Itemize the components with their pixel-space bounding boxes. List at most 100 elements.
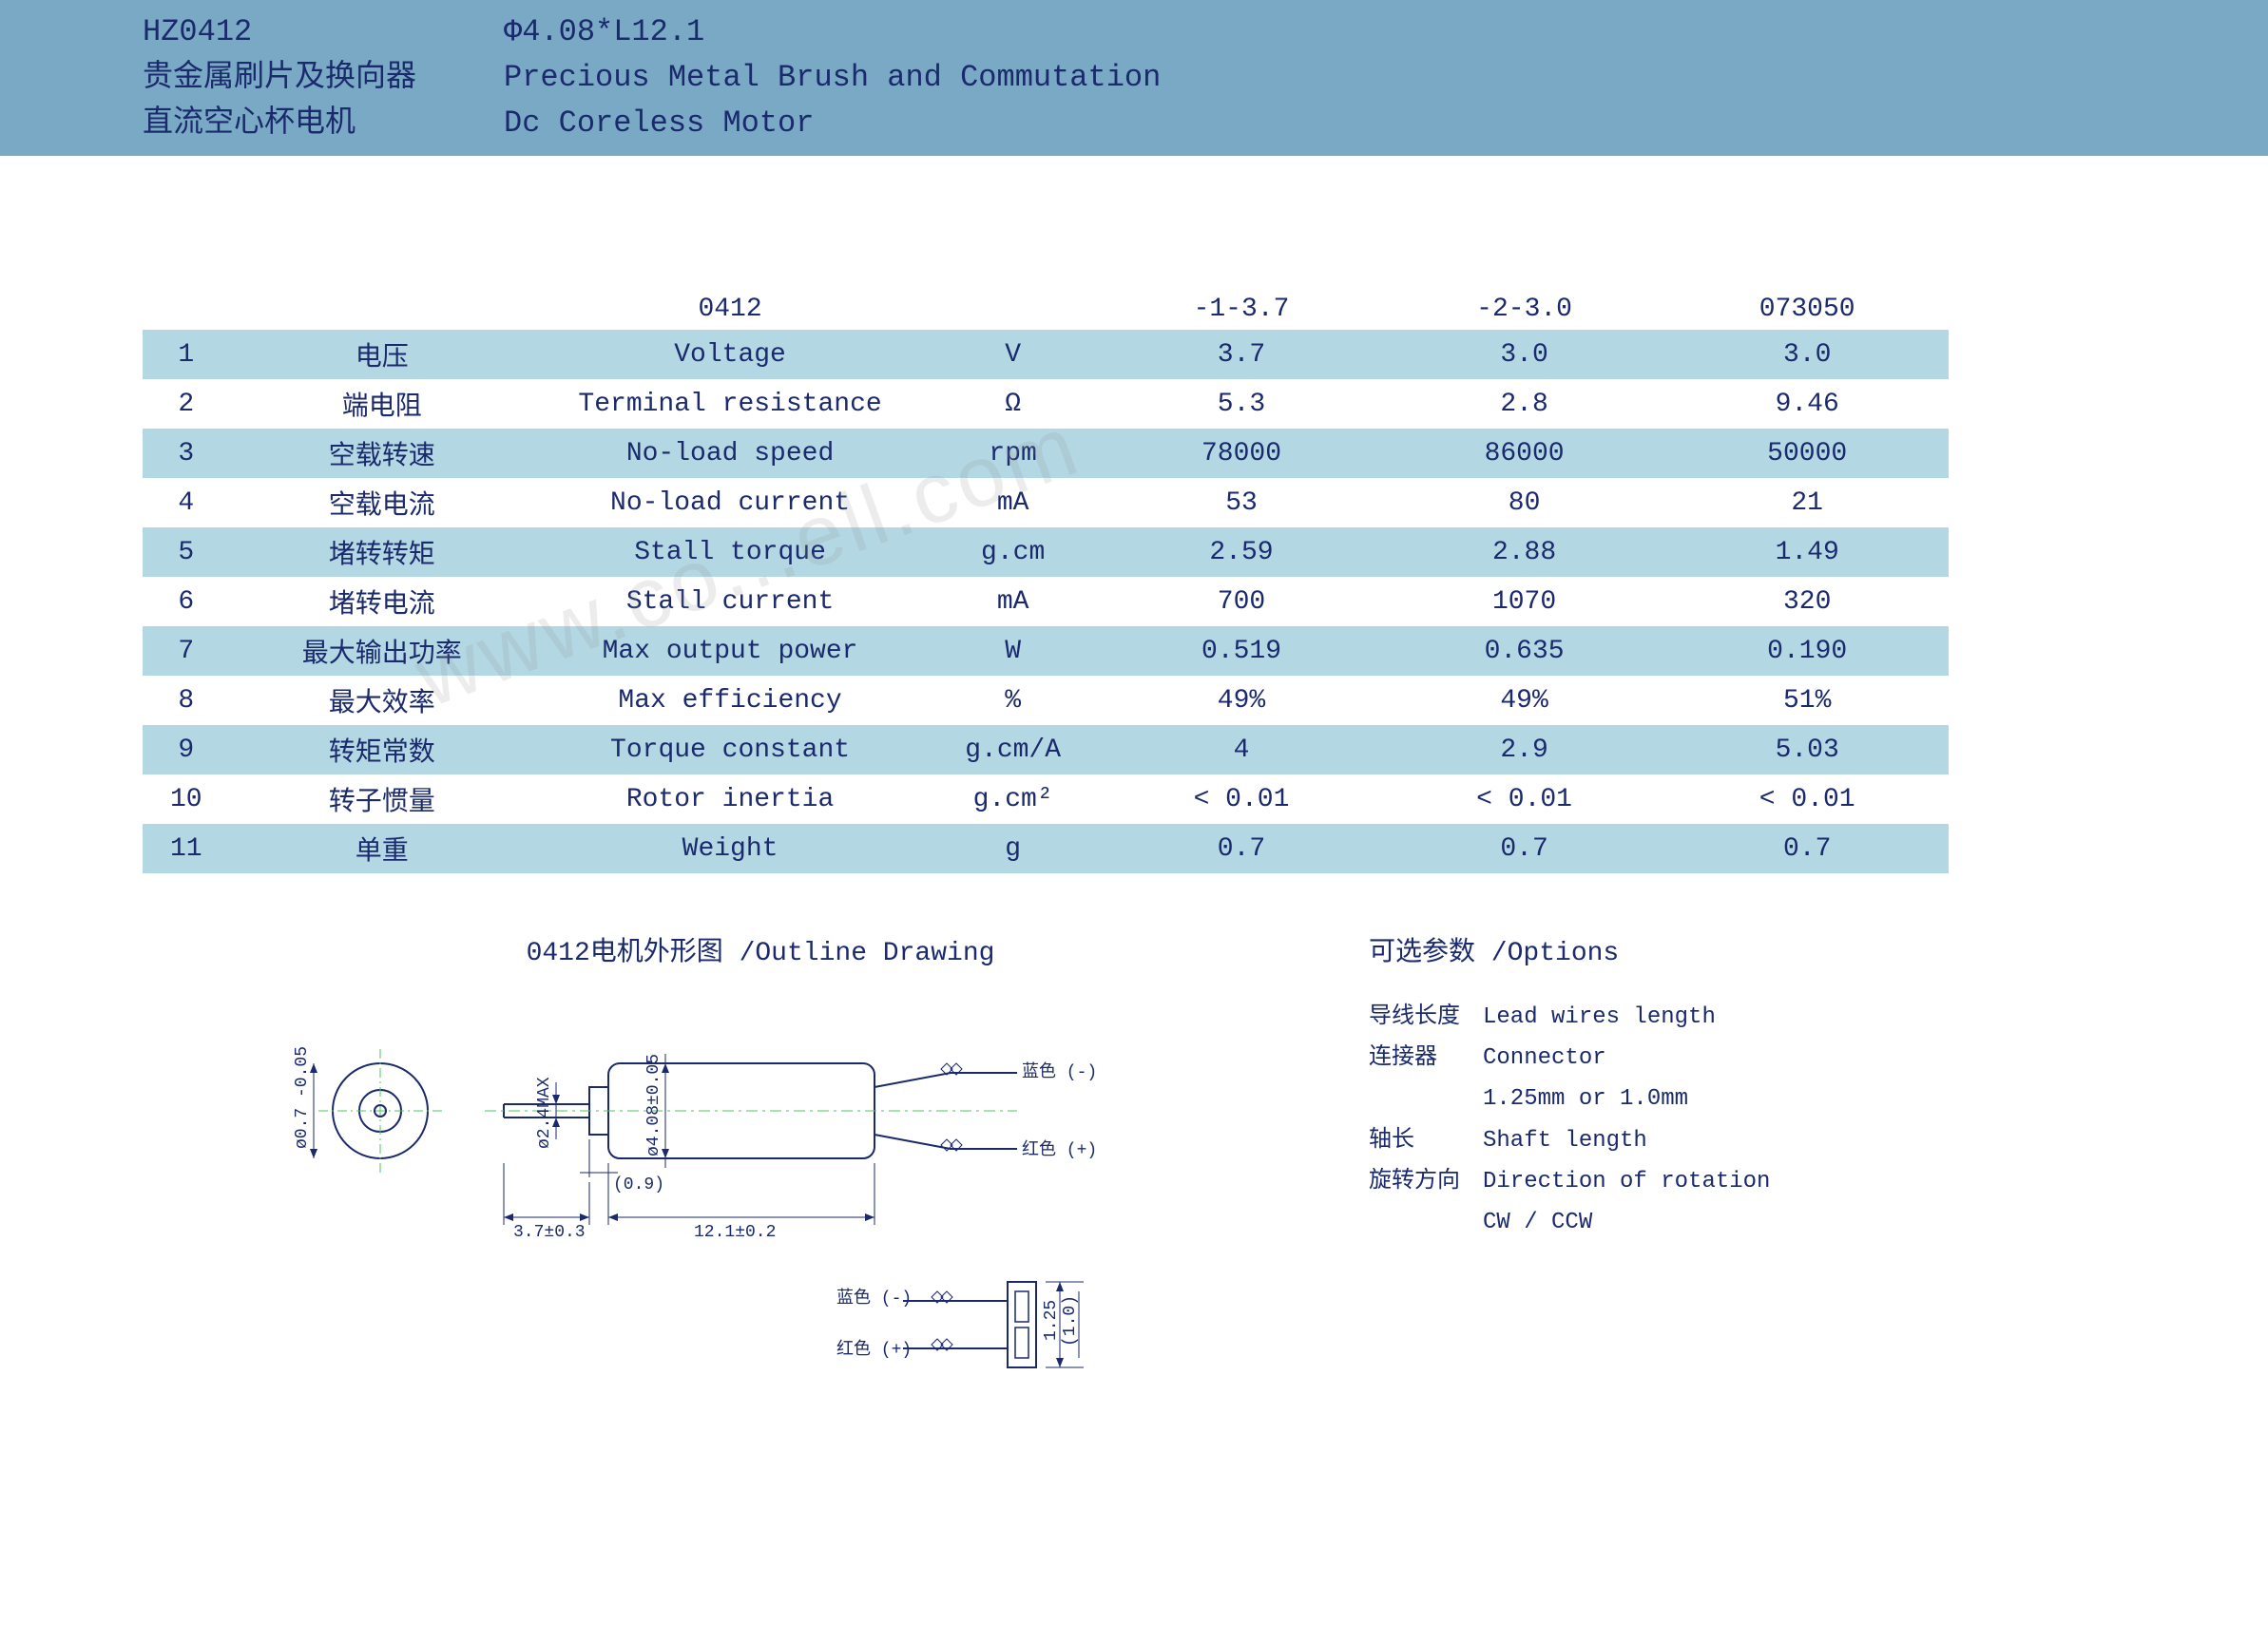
param-cn: 堵转电流 [230, 577, 534, 626]
value-2: 2.9 [1383, 725, 1666, 774]
value-2: 49% [1383, 676, 1666, 725]
row-num: 3 [143, 429, 230, 478]
row-num: 6 [143, 577, 230, 626]
wire-blue-label: 蓝色 (-) [1022, 1061, 1097, 1082]
param-en: Rotor inertia [534, 774, 926, 824]
options-title: 可选参数 /Options [1369, 930, 1770, 968]
param-cn: 最大输出功率 [230, 626, 534, 676]
param-unit: rpm [926, 429, 1100, 478]
table-row: 4空载电流No-load currentmA538021 [143, 478, 1949, 527]
dim-shaft-len: 3.7±0.3 [513, 1223, 586, 1242]
param-cn: 堵转转矩 [230, 527, 534, 577]
model-code: HZ0412 [143, 10, 447, 55]
brush-label-en: Precious Metal Brush and Commutation [504, 55, 2239, 101]
value-3: 1.49 [1665, 527, 1949, 577]
row-num: 2 [143, 379, 230, 429]
param-unit: g [926, 824, 1100, 873]
brush-label-cn: 贵金属刷片及换向器 [143, 55, 447, 101]
row-num: 10 [143, 774, 230, 824]
row-num: 1 [143, 330, 230, 379]
head-model: 0412 [534, 289, 926, 330]
value-2: 80 [1383, 478, 1666, 527]
value-1: 700 [1100, 577, 1383, 626]
dim-conn-125: 1.25 [1042, 1300, 1061, 1341]
value-2: 1070 [1383, 577, 1666, 626]
head-v2: -2-3.0 [1383, 289, 1666, 330]
param-en: Torque constant [534, 725, 926, 774]
table-row: 10转子惯量Rotor inertiag.cm²< 0.01< 0.01< 0.… [143, 774, 1949, 824]
diagram-title: 0412电机外形图 /Outline Drawing [285, 930, 1236, 968]
param-unit: mA [926, 478, 1100, 527]
table-row: 9转矩常数Torque constantg.cm/A42.95.03 [143, 725, 1949, 774]
value-1: 53 [1100, 478, 1383, 527]
value-1: < 0.01 [1100, 774, 1383, 824]
option-en: Connector [1483, 1038, 1606, 1079]
table-row: 5堵转转矩Stall torqueg.cm2.592.881.49 [143, 527, 1949, 577]
option-row: 连接器Connector [1369, 1038, 1770, 1079]
value-3: 51% [1665, 676, 1949, 725]
options-block: 可选参数 /Options 导线长度Lead wires length连接器Co… [1369, 930, 1770, 1423]
row-num: 9 [143, 725, 230, 774]
option-sub: 1.25mm or 1.0mm [1483, 1079, 1770, 1119]
value-1: 0.7 [1100, 824, 1383, 873]
param-en: Max efficiency [534, 676, 926, 725]
param-unit: g.cm² [926, 774, 1100, 824]
value-1: 3.7 [1100, 330, 1383, 379]
dim-front-diam: ø0.7 -0.05 [293, 1046, 312, 1149]
outline-drawing: 0412电机外形图 /Outline Drawing ø0.7 -0.05 [285, 930, 1236, 1423]
value-1: 49% [1100, 676, 1383, 725]
table-row: 11单重Weightg0.70.70.7 [143, 824, 1949, 873]
value-3: < 0.01 [1665, 774, 1949, 824]
param-cn: 转矩常数 [230, 725, 534, 774]
option-row: 旋转方向Direction of rotation [1369, 1161, 1770, 1202]
table-row: 3空载转速No-load speedrpm780008600050000 [143, 429, 1949, 478]
head-v3: 073050 [1665, 289, 1949, 330]
value-2: 0.7 [1383, 824, 1666, 873]
option-row: 导线长度Lead wires length [1369, 997, 1770, 1038]
param-unit: g.cm [926, 527, 1100, 577]
dim-conn-10: (1.0) [1061, 1295, 1080, 1347]
conn-red-label: 红色 (+) [836, 1339, 912, 1360]
wire-red-label: 红色 (+) [1022, 1139, 1097, 1160]
table-head-row: 0412 -1-3.7 -2-3.0 073050 [143, 289, 1949, 330]
param-cn: 空载电流 [230, 478, 534, 527]
value-2: 2.8 [1383, 379, 1666, 429]
value-1: 4 [1100, 725, 1383, 774]
param-en: Stall current [534, 577, 926, 626]
row-num: 11 [143, 824, 230, 873]
value-3: 21 [1665, 478, 1949, 527]
value-1: 2.59 [1100, 527, 1383, 577]
option-cn: 旋转方向 [1369, 1161, 1483, 1202]
value-3: 0.190 [1665, 626, 1949, 676]
row-num: 8 [143, 676, 230, 725]
value-2: 2.88 [1383, 527, 1666, 577]
value-3: 5.03 [1665, 725, 1949, 774]
value-2: < 0.01 [1383, 774, 1666, 824]
motor-label-cn: 直流空心杯电机 [143, 101, 447, 146]
param-cn: 端电阻 [230, 379, 534, 429]
param-unit: g.cm/A [926, 725, 1100, 774]
option-en: Direction of rotation [1483, 1161, 1770, 1202]
value-1: 0.519 [1100, 626, 1383, 676]
row-num: 5 [143, 527, 230, 577]
head-v1: -1-3.7 [1100, 289, 1383, 330]
value-3: 50000 [1665, 429, 1949, 478]
param-en: Weight [534, 824, 926, 873]
dimensions: Φ4.08*L12.1 [504, 10, 2239, 55]
value-1: 5.3 [1100, 379, 1383, 429]
param-en: Stall torque [534, 527, 926, 577]
param-unit: mA [926, 577, 1100, 626]
head-unit [926, 289, 1100, 330]
table-row: 8最大效率Max efficiency%49%49%51% [143, 676, 1949, 725]
option-cn: 导线长度 [1369, 997, 1483, 1038]
value-2: 0.635 [1383, 626, 1666, 676]
param-cn: 电压 [230, 330, 534, 379]
head-blank [230, 289, 534, 330]
dim-body-diam: ø4.08±0.05 [644, 1054, 663, 1156]
dim-inset: (0.9) [613, 1175, 664, 1194]
row-num: 4 [143, 478, 230, 527]
drawing-svg: ø0.7 -0.05 蓝色 (-) 红色 (+) ø4.08±0.05 [285, 997, 1236, 1415]
option-row: 轴长Shaft length [1369, 1120, 1770, 1161]
value-3: 3.0 [1665, 330, 1949, 379]
param-unit: W [926, 626, 1100, 676]
